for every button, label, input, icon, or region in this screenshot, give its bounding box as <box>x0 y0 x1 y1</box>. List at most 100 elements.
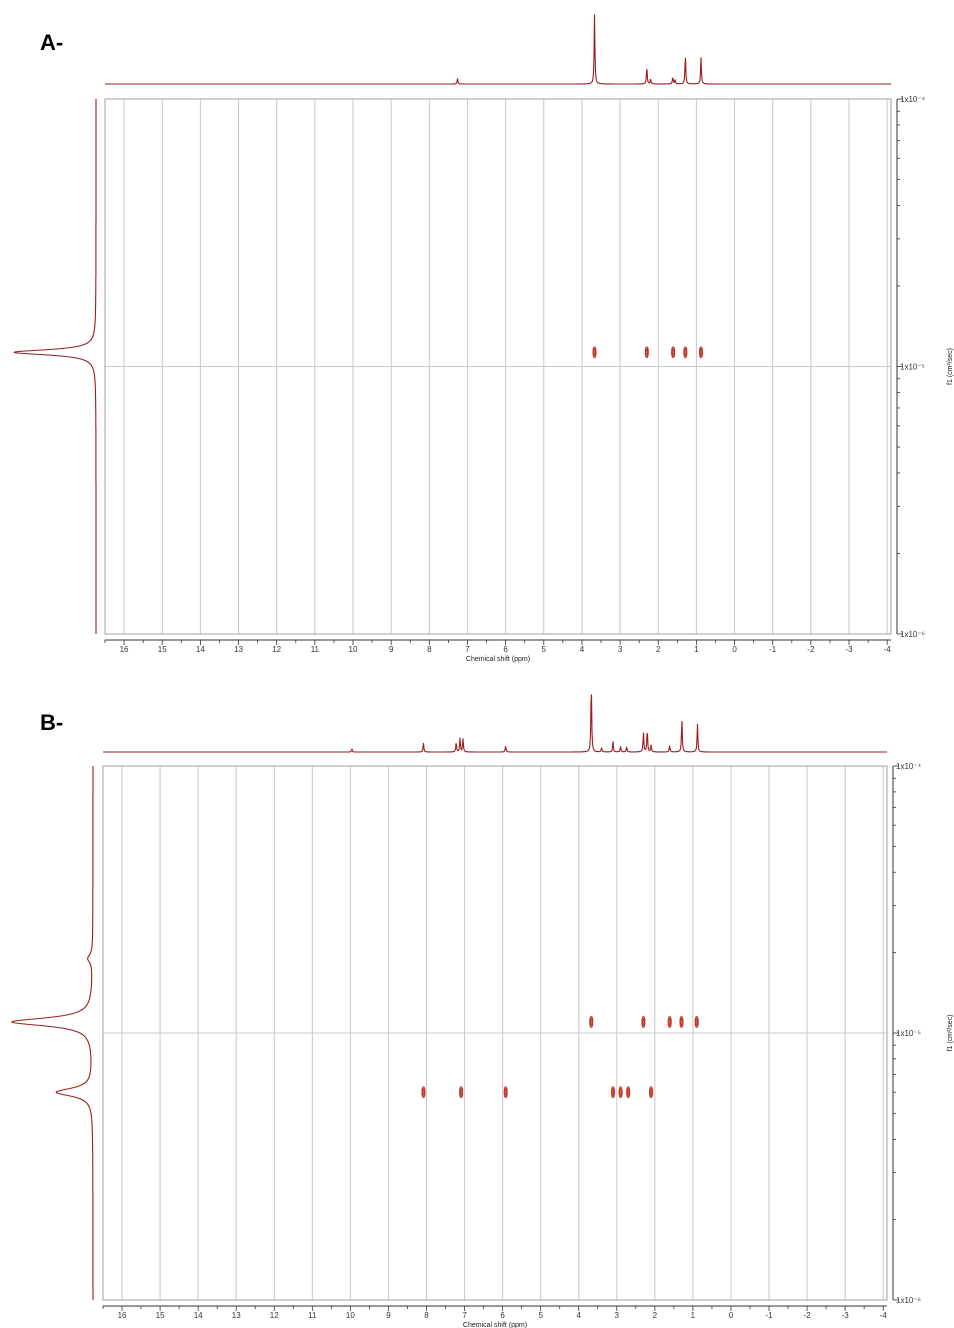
plot-frame <box>102 765 888 1301</box>
dosy-panel-a: A-16 15 14 13 12 11 10 9 8 7 6 5 4 3 2 1 0 -1 -2 -3 -4Chemic… <box>13 14 954 663</box>
dosy-peak <box>626 1086 631 1099</box>
dosy-peak <box>694 1015 699 1028</box>
dosy-contour <box>684 349 687 356</box>
dosy-contour <box>694 1015 699 1028</box>
proton-spectrum-trace <box>103 694 887 753</box>
x-tick-label: 15 <box>158 645 167 654</box>
dosy-panel-b: B-16 15 14 13 12 11 10 9 8 7 6 5 4 3 2 1 0 -1 -2 -3 -4Chemic… <box>10 694 954 1328</box>
x-tick-label: 3 <box>618 645 623 654</box>
x-tick-label: 12 <box>270 1311 279 1320</box>
x-tick-label: 10 <box>346 1311 355 1320</box>
dosy-contour <box>672 349 675 356</box>
dosy-contour <box>592 347 597 357</box>
dosy-contour <box>645 347 649 357</box>
dosy-contour <box>671 347 675 357</box>
dosy-contour <box>592 346 597 359</box>
dosy-contour <box>699 347 703 357</box>
x-tick-label: 14 <box>196 645 205 654</box>
x-tick-label: -4 <box>884 645 892 654</box>
dosy-contour <box>459 1086 464 1099</box>
y-tick-label: 1x10⁻⁴ <box>896 762 922 771</box>
dosy-peak <box>683 346 688 359</box>
dosy-contour <box>683 346 688 359</box>
dosy-contour <box>668 1017 672 1027</box>
x-tick-label: 2 <box>653 1311 658 1320</box>
diffusion-projection-trace <box>13 99 97 634</box>
dosy-peaks <box>421 1015 699 1099</box>
x-tick-label: 1 <box>694 645 699 654</box>
x-axis: 16 15 14 13 12 11 10 9 8 7 6 5 4 3 2 1 0 -1 -2 -3 -4Chemical… <box>102 1305 888 1328</box>
x-tick-label: 6 <box>503 645 508 654</box>
x-tick-label: 8 <box>424 1311 429 1320</box>
dosy-contour <box>627 1088 630 1096</box>
x-tick-label: 3 <box>615 1311 620 1320</box>
dosy-contour <box>671 346 676 359</box>
x-tick-label: 6 <box>500 1311 505 1320</box>
x-axis-label: Chemical shift (ppm) <box>463 1322 527 1328</box>
dosy-contour <box>504 1087 508 1097</box>
dosy-contour <box>460 1088 463 1096</box>
dosy-contour <box>679 1015 684 1028</box>
x-tick-label: -2 <box>807 645 815 654</box>
dosy-contour <box>611 1088 615 1096</box>
x-tick-label: 10 <box>349 645 358 654</box>
dosy-contour <box>641 1017 645 1027</box>
x-tick-label: 9 <box>389 645 394 654</box>
dosy-contour <box>680 1018 683 1026</box>
dosy-peaks <box>592 346 704 359</box>
plot-frame <box>104 98 892 635</box>
x-axis: 16 15 14 13 12 11 10 9 8 7 6 5 4 3 2 1 0 -1 -2 -3 -4Chemical… <box>104 639 892 663</box>
x-tick-label: 1 <box>691 1311 696 1320</box>
x-tick-label: 16 <box>118 1311 127 1320</box>
dosy-peak <box>698 346 704 359</box>
x-tick-label: 5 <box>542 645 547 654</box>
x-tick-label: 12 <box>272 645 281 654</box>
dosy-peak <box>641 1015 646 1028</box>
dosy-contour <box>619 1088 622 1096</box>
dosy-peak <box>610 1086 616 1099</box>
dosy-peak <box>618 1086 623 1099</box>
dosy-contour <box>459 1087 463 1097</box>
dosy-peak <box>671 346 676 359</box>
dosy-peak <box>667 1015 672 1028</box>
dosy-contour <box>695 1018 698 1026</box>
dosy-contour <box>679 1017 684 1027</box>
dosy-contour <box>421 1087 426 1097</box>
dosy-contour <box>590 1018 593 1026</box>
dosy-contour <box>504 1088 507 1096</box>
dosy-peak <box>644 346 649 359</box>
y-axis: 1x10⁻⁴ 1x10⁻⁵ 1x10⁻⁶ f1 (cm²/sec) <box>892 762 954 1305</box>
diffusion-projection-trace <box>10 766 94 1300</box>
x-tick-label: 8 <box>427 645 432 654</box>
dosy-contour <box>699 349 703 356</box>
gridlines <box>105 99 891 634</box>
dosy-contour <box>503 1086 508 1099</box>
x-tick-label: -1 <box>769 645 777 654</box>
dosy-peak <box>679 1015 684 1028</box>
y-tick-label: 1x10⁻⁵ <box>896 1029 921 1038</box>
dosy-contour <box>626 1086 631 1099</box>
dosy-contour <box>649 1087 653 1097</box>
x-tick-label: -4 <box>880 1311 888 1320</box>
dosy-contour <box>641 1015 646 1028</box>
x-tick-label: 0 <box>732 645 737 654</box>
x-tick-label: -3 <box>845 645 853 654</box>
panel-label: B- <box>40 710 63 735</box>
x-tick-label: 11 <box>308 1311 317 1320</box>
panel-label: A- <box>40 30 63 55</box>
gridlines <box>103 766 887 1300</box>
dosy-contour <box>667 1015 672 1028</box>
dosy-contour <box>644 346 649 359</box>
dosy-contour <box>611 1087 615 1097</box>
y-axis: 1x10⁻⁴ 1x10⁻⁵ 1x10⁻⁶ f1 (cm²/sec) <box>896 95 954 639</box>
dosy-peak <box>589 1015 594 1028</box>
x-tick-label: 9 <box>386 1311 391 1320</box>
x-tick-label: 4 <box>577 1311 582 1320</box>
y-axis-label: f1 (cm²/sec) <box>947 348 954 385</box>
dosy-contour <box>698 346 704 359</box>
dosy-contour <box>422 1088 425 1096</box>
x-tick-label: 15 <box>156 1311 165 1320</box>
y-tick-label: 1x10⁻⁶ <box>896 1296 921 1305</box>
x-tick-label: 5 <box>538 1311 543 1320</box>
